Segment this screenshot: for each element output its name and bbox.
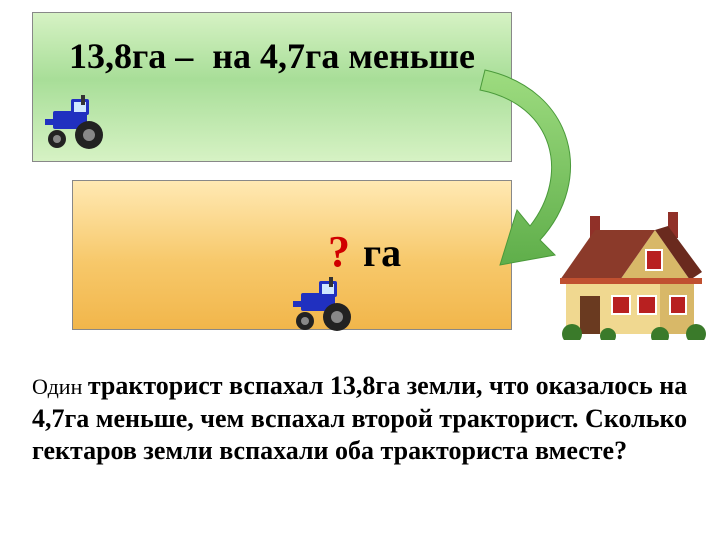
top-box-part1: 13,8га – xyxy=(69,36,203,76)
box-tractor1: 13,8га – на 4,7га меньше xyxy=(32,12,512,162)
question-mark: ? xyxy=(328,226,350,277)
house-icon xyxy=(560,210,710,345)
top-box-part2: на 4,7га меньше xyxy=(212,36,475,76)
problem-body: тракторист вспахал 13,8га земли, что ока… xyxy=(32,371,687,465)
unit-label: га xyxy=(363,229,401,276)
top-box-text: 13,8га – на 4,7га меньше xyxy=(33,35,511,77)
tractor-icon-2 xyxy=(291,277,361,338)
problem-lead: Один xyxy=(32,374,88,399)
tractor-icon-1 xyxy=(43,95,113,156)
problem-text: Один тракторист вспахал 13,8га земли, чт… xyxy=(32,370,688,468)
slide-canvas: 13,8га – на 4,7га меньше ? га xyxy=(0,0,720,540)
